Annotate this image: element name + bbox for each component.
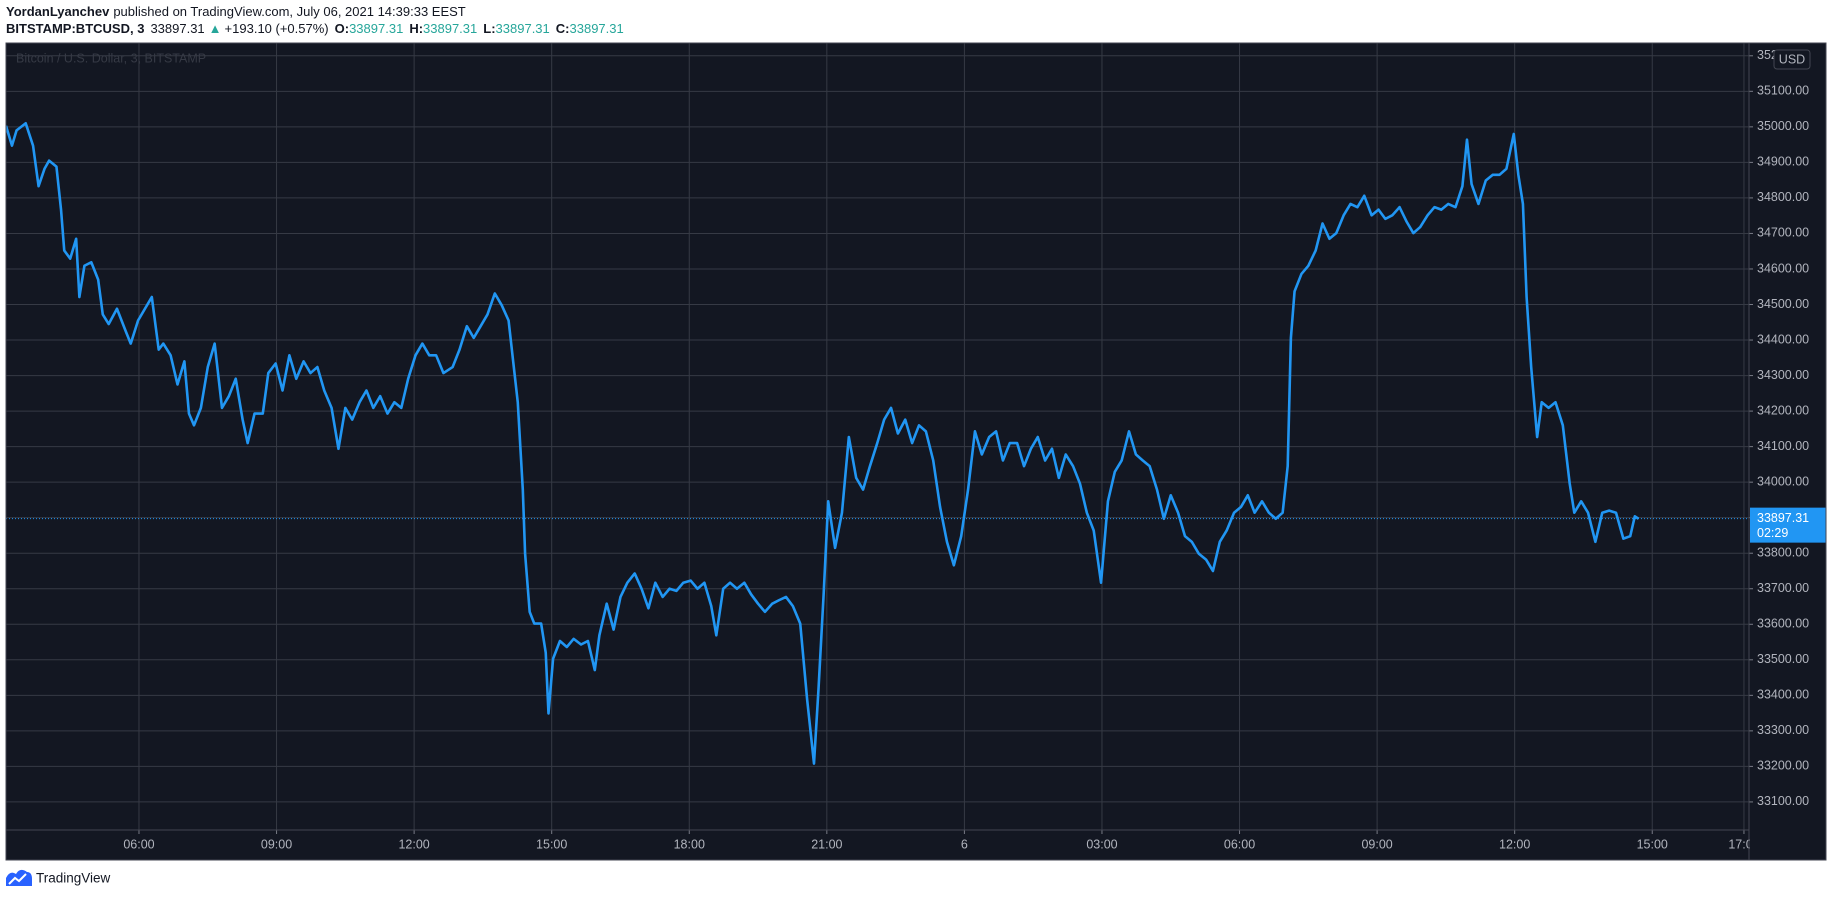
- price: 33897.31: [150, 21, 204, 36]
- plot-layer: [6, 122, 1749, 765]
- ohlc-value: 33897.31: [423, 21, 477, 36]
- ohlc-label: O:: [335, 21, 349, 36]
- x-tick-label: 18:00: [674, 837, 705, 851]
- y-tick-label: 33600.00: [1757, 617, 1809, 631]
- y-tick-label: 34100.00: [1757, 439, 1809, 453]
- axis-layer: 33100.00 33200.00 33300.00 33400.00 33500.00…: [6, 43, 1826, 860]
- y-tick-label: 33400.00: [1757, 688, 1809, 702]
- y-tick-label: 33200.00: [1757, 759, 1809, 773]
- currency: USD: [1779, 52, 1805, 66]
- x-tick-label: 06:00: [123, 837, 154, 851]
- x-tick-label: 06:00: [1224, 837, 1255, 851]
- x-tick-label: 15:00: [536, 837, 567, 851]
- y-tick-label: 34800.00: [1757, 190, 1809, 204]
- brand: TradingView: [36, 871, 111, 886]
- x-tick-label: 09:00: [1361, 837, 1392, 851]
- y-tick-label: 34700.00: [1757, 226, 1809, 240]
- symbol-line: BITSTAMP:BTCUSD, 3 33897.31 ▲ +193.10 (+0.5…: [6, 21, 624, 36]
- ohlc-value: 33897.31: [570, 21, 624, 36]
- price-scale-cover: [1750, 831, 1826, 859]
- countdown: 02:29: [1757, 526, 1788, 540]
- ohlc-value: 33897.31: [496, 21, 550, 36]
- currency-box: [1773, 49, 1811, 70]
- y-tick-label: 34400.00: [1757, 332, 1809, 346]
- arrow: ▲: [209, 21, 222, 36]
- y-tick-label: 35100.00: [1757, 84, 1809, 98]
- x-tick-label: 6: [961, 837, 968, 851]
- y-tick-label: 34900.00: [1757, 155, 1809, 169]
- footer-logo[interactable]: TradingView: [6, 869, 111, 886]
- last-price-label: 33897.31: [1757, 511, 1809, 525]
- last-price-box: [1750, 507, 1826, 543]
- x-tick-label: 12:00: [1499, 837, 1530, 851]
- author[interactable]: YordanLyanchev: [6, 4, 110, 19]
- y-tick-label: 34300.00: [1757, 368, 1809, 382]
- published: published on TradingView.com, July 06, 2…: [113, 4, 465, 19]
- chart-panel: [6, 43, 1826, 860]
- x-tick-label: 15:00: [1637, 837, 1668, 851]
- y-tick-label: 34000.00: [1757, 474, 1809, 488]
- x-tick-label: 09:00: [261, 837, 292, 851]
- panel-border: [5, 42, 1827, 861]
- ohlc-value: 33897.31: [349, 21, 403, 36]
- x-tick-label: 03:00: [1086, 837, 1117, 851]
- ohlc-label: H:: [409, 21, 423, 36]
- ohlc-label: C:: [556, 21, 570, 36]
- y-tick-label: 33300.00: [1757, 723, 1809, 737]
- y-tick-label: 34500.00: [1757, 297, 1809, 311]
- watermark: Bitcoin / U.S. Dollar, 3, BITSTAMP: [16, 51, 206, 65]
- change: +193.10 (+0.57%): [225, 21, 329, 36]
- logo-line: [8, 873, 27, 885]
- ohlc-label: L:: [483, 21, 495, 36]
- y-tick-label: 34600.00: [1757, 261, 1809, 275]
- price-line: [6, 122, 1640, 765]
- y-tick-label: 33500.00: [1757, 652, 1809, 666]
- x-tick-label: 21:00: [811, 837, 842, 851]
- y-tick-label: 33100.00: [1757, 794, 1809, 808]
- y-tick-label: 34200.00: [1757, 403, 1809, 417]
- symbol: BITSTAMP:BTCUSD, 3: [6, 21, 144, 36]
- y-tick-label: 33800.00: [1757, 546, 1809, 560]
- publish-line: YordanLyanchev published on TradingView.c…: [6, 4, 466, 19]
- y-tick-label: 33700.00: [1757, 581, 1809, 595]
- x-tick-label: 12:00: [398, 837, 429, 851]
- grid-layer: [6, 43, 1749, 830]
- y-tick-label: 35000.00: [1757, 119, 1809, 133]
